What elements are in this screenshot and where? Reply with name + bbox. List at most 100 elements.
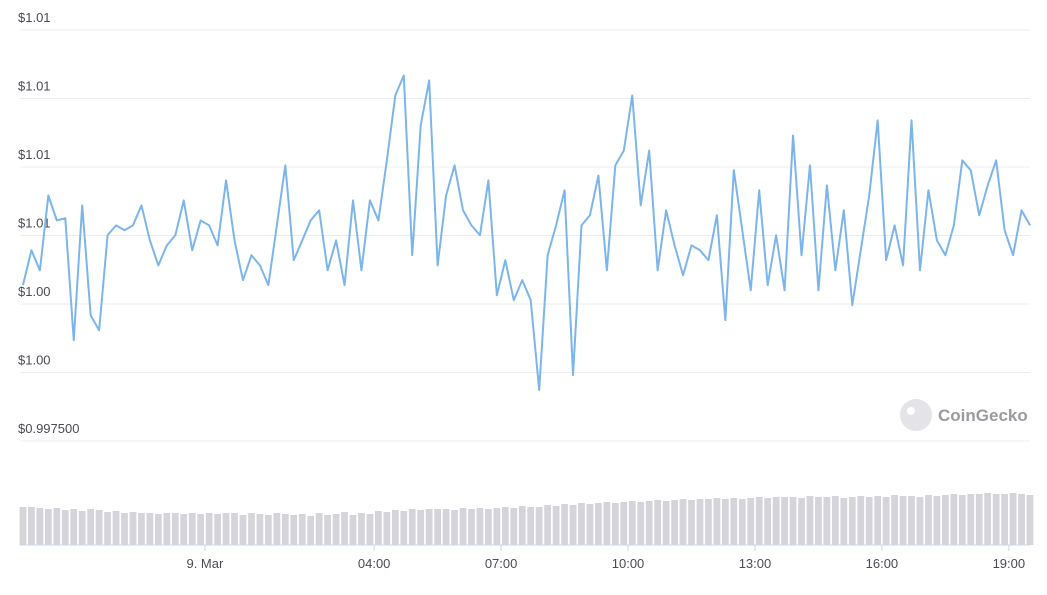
volume-bar [662,501,670,545]
volume-bar [764,498,772,545]
y-tick-label: $1.01 [18,147,51,162]
volume-bar [205,513,213,545]
volume-bar [806,496,814,545]
volume-bar [671,500,678,545]
volume-bar [755,497,763,545]
y-tick-label: $1.01 [18,216,51,231]
volume-bar [154,514,162,545]
volume-bar [501,507,509,545]
volume-bar [366,514,374,545]
watermark-text: CoinGecko [938,406,1028,425]
volume-bar [992,494,1000,545]
volume-bar [738,499,746,545]
volume-bar [595,503,602,545]
volume-bar [586,504,594,545]
volume-bar [349,515,357,545]
y-tick-label: $1.00 [18,353,51,368]
volume-bar [1026,495,1034,545]
volume-bar [70,509,78,545]
volume-bar [222,513,230,545]
volume-bar [214,514,221,545]
volume-bar [857,496,865,545]
volume-bar [942,495,949,545]
volume-bar [121,513,128,545]
volume-bar [552,506,560,545]
volume-bar [865,497,873,545]
volume-bar [510,508,518,545]
volume-bar [840,498,848,545]
watermark: CoinGecko [900,399,1028,431]
volume-bar [831,496,839,545]
volume-bar [882,497,890,545]
volume-bar [975,494,983,545]
volume-bar [518,506,526,545]
watermark-logo [900,399,932,431]
x-tick-label: 07:00 [485,556,518,571]
volume-bar [78,511,86,545]
volume-bar [611,503,619,545]
volume-bar [772,497,780,545]
volume-bar [171,513,179,545]
x-tick-label: 10:00 [612,556,645,571]
volume-bar [984,493,992,545]
volume-bar [967,494,975,545]
volume-bar [1018,494,1025,545]
volume-bar [848,497,856,545]
volume-bar [713,498,721,545]
volume-bar [654,500,662,545]
volume-bar [163,513,171,545]
volume-bar [781,497,788,545]
volume-bar [180,514,188,545]
volume-bar [950,494,958,545]
volume-bar [307,516,315,545]
volume-bar [434,509,441,545]
volume-bar [696,499,704,545]
volume-bar [391,510,399,545]
volume-bar [603,502,611,545]
volume-bar [256,514,264,545]
volume-bar [569,505,577,545]
volume-bar [104,512,111,545]
volume-bar [400,511,408,545]
volume-bar [197,514,205,545]
volume-bar [789,497,797,545]
volume-bar [688,500,695,545]
volume-bar [645,501,653,545]
volume-bar [281,514,289,545]
volume-bar [129,512,137,545]
volume-bar [358,513,365,545]
volume-bar [315,513,323,545]
volume-bar [112,511,120,545]
volume-bar [298,514,306,545]
volume-bar [535,507,543,545]
volume-bar [730,498,738,545]
volume-bar [933,496,941,545]
volume-bar [273,513,281,545]
volume-bar [899,496,907,545]
volume-bar [908,496,915,545]
volume-bars [19,493,1034,545]
volume-bar [375,511,382,545]
volume-bar [637,502,645,545]
volume-bar [188,513,196,545]
volume-bar [53,508,61,545]
volume-bar [61,510,69,545]
watermark-logo-eye [907,407,915,415]
volume-bar [874,496,882,545]
volume-bar [916,497,924,545]
volume-bar [620,502,628,545]
x-tick-label: 19:00 [993,556,1026,571]
y-tick-label: $0.997500 [18,421,79,436]
volume-bar [417,510,425,545]
volume-bar [383,512,391,545]
grid: $0.997500 $1.00 $1.00 $1.01 $1.01 $1.01 $1.01 [18,10,1030,442]
volume-bar [747,498,755,545]
volume-bar [1009,493,1017,545]
volume-bar [451,510,458,545]
volume-bar [815,497,822,545]
volume-bar [561,504,568,545]
volume-bar [1001,494,1008,545]
volume-bar [958,495,966,545]
price-line [21,74,1031,392]
x-tick-label: 13:00 [739,556,772,571]
